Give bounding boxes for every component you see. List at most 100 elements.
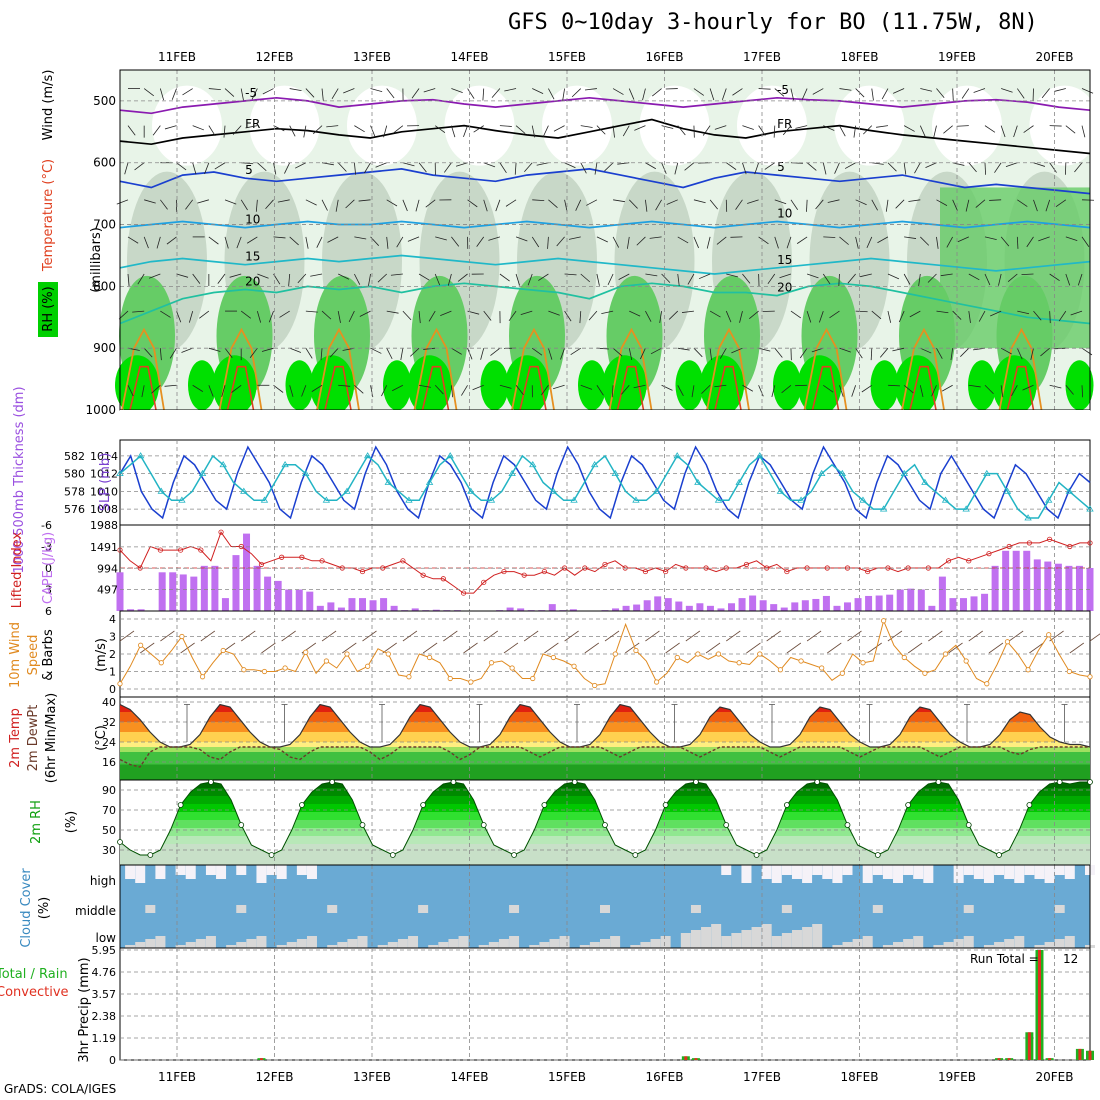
wind-barb xyxy=(709,310,721,318)
x-tick-label-bottom: 16FEB xyxy=(646,1070,684,1084)
wind-tick: 3 xyxy=(109,631,116,644)
wind-barb xyxy=(628,88,635,100)
wind-barb xyxy=(839,385,844,397)
wind-barb xyxy=(164,125,177,130)
temp-label-3: (6hr Min/Max) xyxy=(44,693,59,783)
cape-bar xyxy=(612,608,620,611)
isotherm-30 xyxy=(714,365,742,411)
wind-barb xyxy=(893,88,905,94)
rh-point xyxy=(783,802,790,808)
cloud-high xyxy=(175,865,186,875)
wind-barb xyxy=(321,199,328,211)
wind-barb xyxy=(952,88,954,101)
precip-tick: 0 xyxy=(109,1054,116,1067)
li-point xyxy=(521,572,527,578)
cape-bar xyxy=(844,602,851,611)
wind-barb xyxy=(918,273,921,286)
wind-barb xyxy=(148,273,161,279)
rh-shade xyxy=(870,360,899,411)
cloud-low xyxy=(711,924,722,948)
wind-barb xyxy=(560,348,565,360)
wind-barb xyxy=(523,630,539,642)
cape-bar xyxy=(137,609,145,611)
wind-barb xyxy=(547,236,549,249)
wind-barb xyxy=(1058,310,1067,322)
rh-shade xyxy=(578,360,606,411)
series-thickness xyxy=(119,454,1091,519)
wind-barb xyxy=(851,385,857,397)
rh-point xyxy=(147,852,154,858)
cloud-low xyxy=(145,939,156,948)
thickness-point xyxy=(384,478,393,485)
cloud-mid xyxy=(327,905,338,913)
wind-barb xyxy=(562,88,565,101)
cloud-high xyxy=(872,865,883,875)
cape-bar xyxy=(938,576,946,611)
wind-barb xyxy=(505,199,517,207)
thickness-point xyxy=(983,469,991,477)
run-total-value: 12 xyxy=(1063,952,1078,966)
wind-point xyxy=(117,681,123,687)
wind-barb xyxy=(223,125,226,138)
cloud-low xyxy=(448,939,459,948)
wind-barb xyxy=(467,199,478,208)
sounding-gap xyxy=(120,410,1090,440)
cloud-mid xyxy=(963,905,974,913)
cloud-low xyxy=(842,942,853,948)
li-point xyxy=(279,554,285,560)
wind-barb xyxy=(176,310,182,323)
cape-bar xyxy=(190,576,198,611)
wind-barb xyxy=(1029,642,1044,654)
wind-barb xyxy=(950,348,954,361)
thickness-point xyxy=(776,487,785,494)
wind-barb xyxy=(311,384,323,392)
x-tick-label-top: 13FEB xyxy=(353,50,391,64)
wind-barb xyxy=(257,162,267,172)
wind-barb xyxy=(353,162,357,175)
wind-barb xyxy=(742,384,754,392)
wind-barb xyxy=(164,384,177,387)
rh-point xyxy=(238,822,245,828)
wind-barb xyxy=(919,385,924,398)
wind-barb xyxy=(984,384,994,395)
x-tick-label-bottom: 11FEB xyxy=(158,1070,196,1084)
wind-barb xyxy=(860,273,872,278)
wind-barb xyxy=(463,125,468,138)
rh-shade xyxy=(310,355,354,416)
cloud-low xyxy=(488,942,499,948)
rh-clear xyxy=(347,85,417,166)
wind-barb xyxy=(127,273,130,286)
cloud-high xyxy=(236,865,247,875)
wind-barb xyxy=(473,125,484,133)
wind-barb xyxy=(705,642,721,654)
isotherm-30 xyxy=(129,365,157,411)
wind-barb xyxy=(822,273,831,285)
cape-bar xyxy=(348,598,356,611)
wind-barb xyxy=(262,88,274,95)
wind-barb xyxy=(870,348,873,361)
temp-tick: 16 xyxy=(102,756,116,769)
cloud-high xyxy=(842,865,853,875)
wind-barb xyxy=(139,642,155,654)
cape-bar xyxy=(243,533,251,611)
wind-barb xyxy=(434,273,441,286)
wind-barb xyxy=(536,162,549,166)
wind-barb xyxy=(607,273,614,286)
wind-barb xyxy=(806,162,817,171)
wind-barb xyxy=(152,125,161,136)
wind-barb xyxy=(279,310,290,318)
wind-barb xyxy=(584,88,597,91)
wind-barb xyxy=(709,348,712,361)
cape-bar xyxy=(1033,559,1041,611)
cape-bar xyxy=(337,607,345,611)
wind-barb xyxy=(726,630,741,642)
cloud-low xyxy=(741,930,752,948)
thickness-point xyxy=(508,469,516,477)
cloud-low xyxy=(983,945,994,948)
wind-barb xyxy=(370,125,376,137)
wind-barb xyxy=(714,384,727,388)
wind-barb xyxy=(251,88,258,100)
cloud-high xyxy=(1024,865,1035,875)
li-point xyxy=(541,568,547,575)
wind-barb xyxy=(601,310,614,314)
